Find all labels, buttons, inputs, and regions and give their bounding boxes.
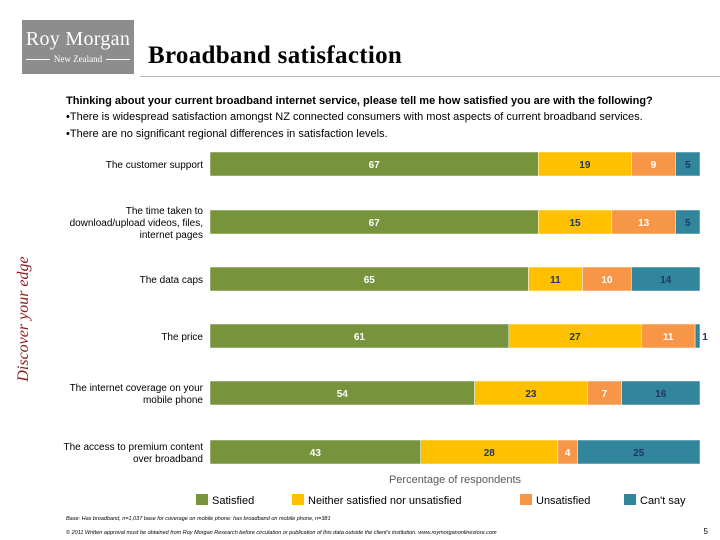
- data-label: 28: [484, 448, 496, 459]
- legend-swatch: [292, 494, 304, 505]
- bullet-point: •There is widespread satisfaction amongs…: [66, 111, 643, 123]
- bullet-point: •There are no significant regional diffe…: [66, 128, 388, 140]
- data-label: 19: [579, 160, 591, 171]
- data-label: 10: [601, 275, 613, 286]
- legend-entry: Neither satisfied nor unsatisfied: [308, 495, 461, 507]
- bar-segment: [621, 380, 701, 406]
- bar-segment: [694, 323, 701, 349]
- legend-entry: Satisfied: [212, 495, 254, 507]
- bar-segment: [474, 380, 588, 406]
- data-label: 61: [354, 332, 366, 343]
- survey-question: Thinking about your current broadband in…: [66, 95, 653, 107]
- bar-segment: [640, 323, 696, 349]
- data-label: 54: [337, 389, 349, 400]
- category-label: The customer support: [106, 160, 203, 171]
- data-label: 4: [565, 448, 571, 459]
- data-label: 1: [702, 332, 708, 343]
- category-label: download/upload videos, files,: [70, 218, 203, 229]
- legend-entry: Can't say: [640, 495, 686, 507]
- data-label: 27: [569, 332, 581, 343]
- legend-swatch: [520, 494, 532, 505]
- data-label: 67: [369, 218, 381, 229]
- legend-entry: Unsatisfied: [536, 495, 590, 507]
- data-label: 5: [685, 218, 691, 229]
- legend-swatch: [196, 494, 208, 505]
- copyright-notice: © 2011 Written approval must be obtained…: [66, 530, 497, 536]
- bar-segment: [209, 323, 510, 349]
- data-label: 14: [660, 275, 672, 286]
- category-label: The data caps: [140, 275, 203, 286]
- category-label: The access to premium content: [63, 442, 203, 453]
- logo-region-label: New Zealand: [53, 54, 103, 64]
- category-label: over broadband: [133, 454, 203, 465]
- data-label: 16: [655, 389, 667, 400]
- data-label: 5: [685, 160, 691, 171]
- legend-swatch: [624, 494, 636, 505]
- bar-segment: [611, 209, 676, 235]
- category-label: The internet coverage on your: [70, 383, 204, 394]
- bar-segment: [631, 266, 701, 292]
- bar-segment: [675, 151, 701, 177]
- header-divider: [140, 76, 720, 77]
- logo-region: New Zealand: [22, 54, 134, 64]
- bar-segment: [538, 209, 613, 235]
- roy-morgan-logo: Roy Morgan New Zealand: [22, 20, 134, 74]
- bar-segment: [528, 266, 583, 292]
- data-label: 15: [569, 218, 581, 229]
- bar-segment: [582, 266, 632, 292]
- bar-segment: [209, 266, 529, 292]
- base-footnote: Base: Has broadband, n=1,037 base for co…: [66, 516, 331, 522]
- bar-segment: [508, 323, 642, 349]
- category-label: mobile phone: [143, 395, 203, 406]
- data-label: 65: [364, 275, 376, 286]
- logo-brand-name: Roy Morgan: [25, 28, 131, 50]
- bar-segment: [209, 380, 475, 406]
- bar-segment: [209, 439, 421, 465]
- data-label: 9: [651, 160, 657, 171]
- data-label: 67: [369, 160, 381, 171]
- bar-segment: [631, 151, 676, 177]
- bar-segment: [209, 209, 539, 235]
- data-label: 11: [550, 275, 561, 286]
- page-number: 5: [703, 527, 708, 536]
- bar-segment: [577, 439, 701, 465]
- category-label: The time taken to: [126, 206, 204, 217]
- data-label: 43: [310, 448, 322, 459]
- data-label: 23: [525, 389, 537, 400]
- data-label: 11: [663, 332, 674, 343]
- page-title: Broadband satisfaction: [148, 42, 403, 69]
- x-axis-label: Percentage of respondents: [389, 474, 522, 486]
- category-label: internet pages: [140, 230, 203, 241]
- data-label: 25: [633, 448, 645, 459]
- bar-segment: [420, 439, 559, 465]
- category-label: The price: [161, 332, 203, 343]
- data-label: 7: [602, 389, 608, 400]
- bar-segment: [675, 209, 701, 235]
- bar-segment: [587, 380, 622, 406]
- data-label: 13: [638, 218, 650, 229]
